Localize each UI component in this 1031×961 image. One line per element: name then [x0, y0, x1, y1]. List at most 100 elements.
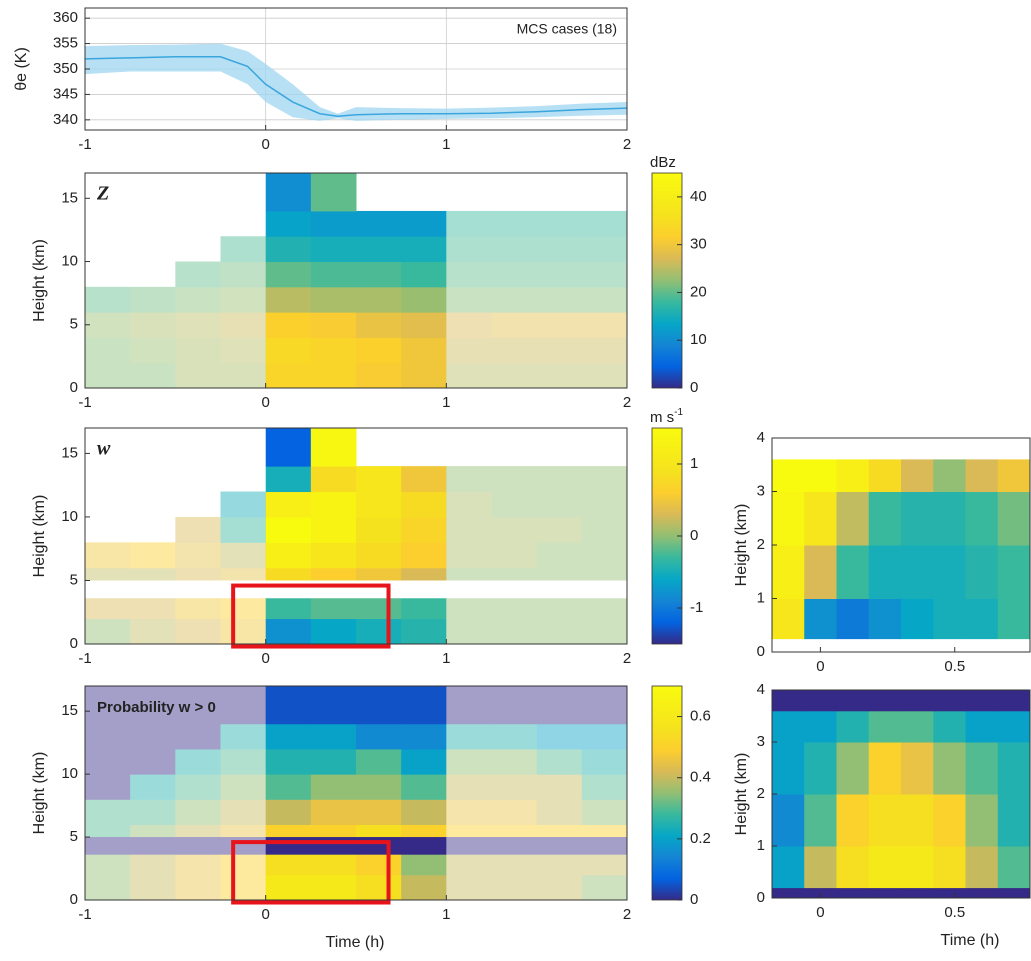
- heatmap-cell: [965, 598, 999, 640]
- heatmap-cell: [997, 846, 1030, 889]
- heatmap-cell: [265, 516, 312, 543]
- colorbar-tick-label: 1: [690, 455, 698, 472]
- x-tick-label: -1: [78, 906, 91, 923]
- heatmap-cell: [401, 362, 447, 388]
- heatmap-cell: [356, 236, 402, 263]
- heatmap-cell: [997, 887, 1030, 898]
- heatmap-cell: [804, 710, 837, 743]
- heatmap-cell: [772, 690, 805, 712]
- x-tick-label: 0: [261, 650, 269, 667]
- heatmap-cell: [965, 846, 999, 889]
- y-tick-label: 15: [61, 444, 78, 461]
- heatmap-cell: [868, 459, 902, 492]
- heatmap-cell: [933, 459, 966, 492]
- x-tick-label: 1: [442, 136, 450, 153]
- plot-area: [772, 438, 1030, 652]
- fade-overlay: [446, 173, 627, 388]
- heatmap-cell: [933, 794, 966, 847]
- heatmap-cell: [772, 545, 805, 599]
- heatmap-cell: [310, 337, 357, 364]
- heatmap-cell: [772, 459, 805, 492]
- x-tick-label: 0: [816, 658, 824, 675]
- y-axis-label: Height (km): [31, 495, 48, 578]
- heatmap-cell: [401, 542, 447, 569]
- heatmap-cell: [265, 312, 312, 338]
- x-tick-label: -1: [78, 394, 91, 411]
- y-tick-label: 15: [61, 189, 78, 206]
- heatmap-cell: [356, 210, 402, 237]
- heatmap-cell: [356, 542, 402, 569]
- heatmap-cell: [933, 710, 966, 743]
- y-tick-label: 0: [757, 889, 765, 906]
- heatmap-cell: [265, 286, 312, 313]
- mean-line: [85, 56, 627, 118]
- colorbar-label: dBz: [650, 154, 676, 171]
- colorbar-tick-label: 10: [690, 331, 707, 348]
- heatmap-cell: [401, 774, 447, 800]
- y-tick-label: 1: [757, 589, 765, 606]
- heatmap-cell: [804, 598, 837, 640]
- fade-overlay: [446, 428, 627, 644]
- plot-area: [85, 686, 627, 900]
- heatmap-cell: [836, 794, 870, 847]
- annotation: MCS cases (18): [517, 21, 617, 37]
- y-tick-label: 0: [757, 643, 765, 660]
- heatmap-cell: [997, 545, 1030, 599]
- heatmap-cell: [804, 794, 837, 847]
- heatmap-cell: [901, 545, 934, 599]
- highlight-box: [231, 583, 391, 649]
- colorbar-label-text: dBz: [650, 154, 676, 171]
- x-tick-label: 2: [623, 136, 631, 153]
- colorbar-tick-label: 0: [690, 379, 698, 396]
- heatmap-cell: [265, 362, 312, 388]
- heatmap-cell: [265, 748, 312, 775]
- colorbar: [651, 685, 683, 901]
- x-tick-label: 0: [816, 904, 824, 921]
- heatmap-cell: [933, 742, 966, 795]
- y-tick-label: 10: [61, 252, 78, 269]
- heatmap-cell: [901, 598, 934, 640]
- plot-area: [85, 173, 627, 388]
- spread-band: [85, 43, 627, 121]
- heatmap-cell: [868, 846, 902, 889]
- heatmap-cell: [772, 491, 805, 546]
- heatmap-cell: [356, 748, 402, 775]
- heatmap-cell: [401, 748, 447, 775]
- heatmap-cell: [356, 618, 402, 644]
- heatmap-cell: [310, 466, 357, 493]
- x-tick-label: 1: [442, 650, 450, 667]
- colorbar-tick-label: 0.6: [690, 708, 711, 725]
- heatmap-cell: [901, 742, 934, 795]
- heatmap-cell: [356, 337, 402, 364]
- heatmap-cell: [901, 846, 934, 889]
- heatmap-cell: [772, 846, 805, 889]
- heatmap-cell: [265, 686, 312, 725]
- panel-title: Z: [96, 183, 109, 205]
- heatmap-cell: [310, 686, 357, 725]
- heatmap-cell: [310, 210, 357, 237]
- x-tick-label: -1: [78, 650, 91, 667]
- x-tick-label: 0: [261, 136, 269, 153]
- plot-area: [85, 8, 627, 130]
- y-tick-label: 345: [53, 85, 78, 102]
- heatmap-cell: [356, 466, 402, 493]
- heatmap-cell: [997, 794, 1030, 847]
- heatmap-cell: [836, 742, 870, 795]
- heatmap-cell: [804, 491, 837, 546]
- heatmap-cell: [265, 261, 312, 288]
- heatmap-cell: [868, 598, 902, 640]
- heatmap-cell: [965, 742, 999, 795]
- heatmap-cell: [265, 774, 312, 800]
- heatmap-cell: [997, 459, 1030, 492]
- panel-title: Probability w > 0: [97, 699, 216, 716]
- heatmap-cell: [901, 690, 934, 712]
- heatmap-cell: [265, 874, 312, 900]
- heatmap-cell: [836, 598, 870, 640]
- colorbar-tick-label: 40: [690, 188, 707, 205]
- heatmap-cell: [836, 459, 870, 492]
- heatmap-cell: [310, 799, 357, 825]
- y-tick-label: 5: [70, 316, 78, 333]
- heatmap-cell: [265, 491, 312, 518]
- x-tick-label: 1: [442, 394, 450, 411]
- heatmap-cell: [772, 887, 805, 898]
